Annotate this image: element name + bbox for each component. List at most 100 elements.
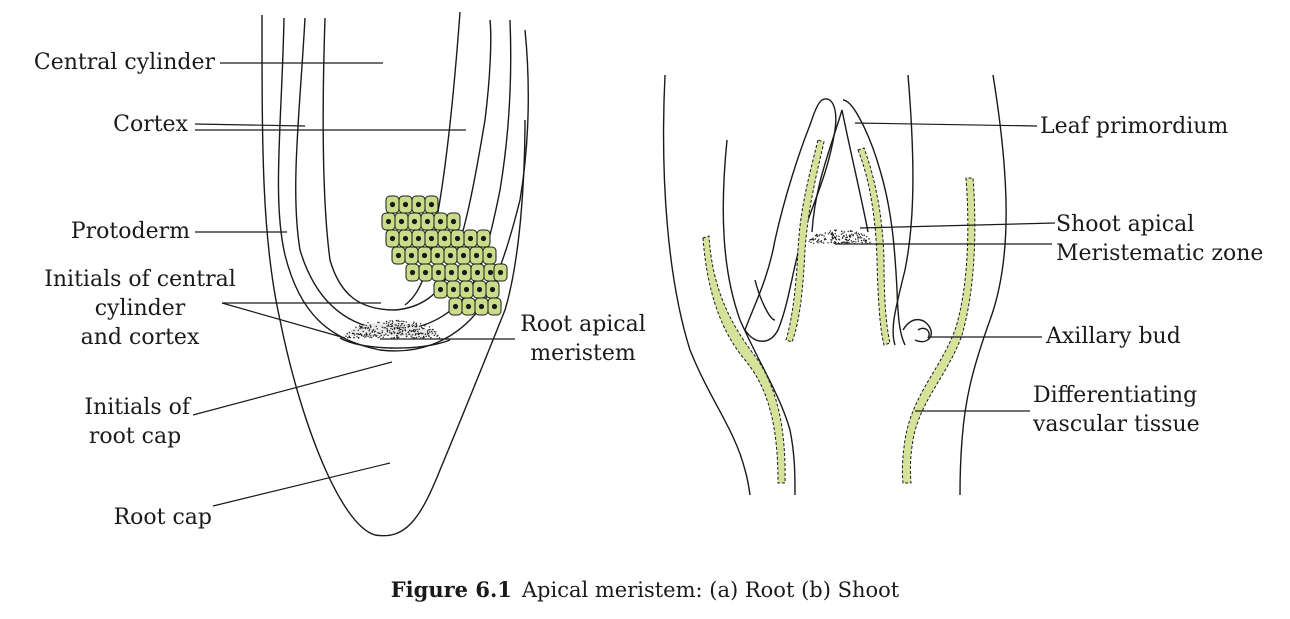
leader-leaf-primordium (854, 122, 1038, 127)
stipple-dot (860, 233, 862, 235)
cell-nucleus (424, 218, 431, 225)
stipple-dot (414, 326, 416, 328)
stipple-dot (822, 242, 825, 244)
shoot-inner-left (722, 139, 796, 496)
cell-nucleus (491, 303, 498, 310)
cell-nucleus (421, 252, 428, 259)
stipple-dot (816, 233, 818, 236)
label-initials-central-1: Initials of central (44, 267, 236, 292)
stipple-dot (369, 326, 372, 328)
cell-nucleus (473, 252, 480, 259)
stipple-dot (399, 320, 401, 323)
stipple-dot (427, 333, 430, 335)
stipple-dot (424, 325, 426, 327)
stipple-dot (416, 333, 418, 335)
stipple-dot (428, 329, 430, 331)
cell-nucleus (461, 269, 468, 276)
stipple-dot (835, 241, 837, 244)
cell-nucleus (452, 303, 459, 310)
stipple-dot (390, 323, 392, 326)
stipple-dot (829, 230, 832, 232)
stipple-dot (381, 326, 383, 328)
stipple-dot (857, 236, 860, 238)
stipple-dot (428, 326, 431, 328)
stipple-dot (414, 337, 416, 339)
root-central-cylinder (404, 11, 461, 306)
stipple-dot (814, 234, 817, 237)
stipple-dot (391, 325, 393, 327)
stipple-dot (419, 323, 422, 325)
stipple-dot (399, 326, 401, 328)
cell-nucleus (411, 218, 418, 225)
shoot-outer-left (662, 74, 751, 496)
stipple-dot (846, 236, 848, 238)
leader-shoot-apical-a (859, 222, 1056, 229)
stipple-dot (862, 234, 864, 236)
cell-nucleus (434, 252, 441, 259)
stipple-dot (861, 241, 863, 244)
stipple-dot (420, 337, 422, 339)
stipple-dot (816, 235, 818, 238)
vascular-strand-right-outer (901, 177, 976, 484)
stipple-dot (414, 330, 417, 332)
stipple-dot (857, 232, 860, 235)
stipple-dot (831, 232, 833, 234)
stipple-dot (385, 333, 387, 335)
root-outer-left (277, 17, 529, 352)
figure-number: Figure 6.1 (390, 577, 512, 602)
stipple-dot (427, 335, 430, 337)
stipple-dot (848, 235, 850, 237)
stipple-dot (407, 331, 409, 334)
stipple-dot (365, 327, 367, 329)
cell-nucleus (486, 252, 493, 259)
stipple-dot (397, 325, 399, 327)
stipple-dot (852, 234, 855, 236)
stipple-dot (854, 238, 857, 240)
stipple-dot (830, 233, 833, 236)
stipple-dot (411, 324, 413, 326)
stipple-dot (827, 233, 829, 235)
stipple-dot (367, 335, 369, 338)
stipple-dot (414, 329, 416, 331)
stipple-dot (841, 230, 843, 232)
stipple-dot (813, 242, 815, 244)
stipple-dot (422, 327, 424, 330)
stipple-dot (847, 239, 849, 242)
stipple-dot (386, 325, 388, 327)
cell-nucleus (447, 252, 454, 259)
stipple-dot (387, 324, 390, 326)
stipple-dot (834, 236, 837, 239)
vascular-strand-left-outer (702, 235, 786, 484)
stipple-dot (855, 231, 858, 233)
stipple-dot (853, 240, 855, 243)
stipple-dot (375, 335, 377, 338)
label-root-cap: Root cap (113, 505, 212, 530)
cell-nucleus (428, 201, 435, 208)
stipple-dot (821, 241, 823, 244)
stipple-dot (842, 241, 844, 244)
stipple-dot (365, 335, 367, 338)
caption-text: Apical meristem: (a) Root (b) Shoot (521, 578, 900, 602)
stipple-dot (860, 239, 863, 242)
stipple-dot (827, 242, 829, 244)
stipple-dot (399, 328, 401, 330)
stipple-dot (383, 334, 385, 336)
stipple-dot (400, 323, 403, 325)
cell-nucleus (476, 286, 483, 293)
label-leaf-primordium: Leaf primordium (1040, 114, 1229, 139)
stipple-dot (365, 324, 367, 327)
stipple-dot (381, 330, 384, 332)
stipple-dot (418, 335, 420, 338)
stipple-dot (849, 236, 852, 238)
stipple-dot (384, 327, 386, 329)
stipple-dot (854, 232, 856, 234)
stipple-dot (358, 336, 360, 339)
stipple-dot (405, 321, 407, 323)
label-central-cylinder: Central cylinder (33, 50, 215, 75)
label-initials-central-3: and cortex (80, 325, 200, 350)
stipple-dot (377, 332, 379, 334)
stipple-dot (390, 325, 392, 328)
vascular-strand-left-inner (785, 139, 825, 343)
stipple-dot (435, 331, 437, 333)
stipple-dot (373, 334, 375, 336)
